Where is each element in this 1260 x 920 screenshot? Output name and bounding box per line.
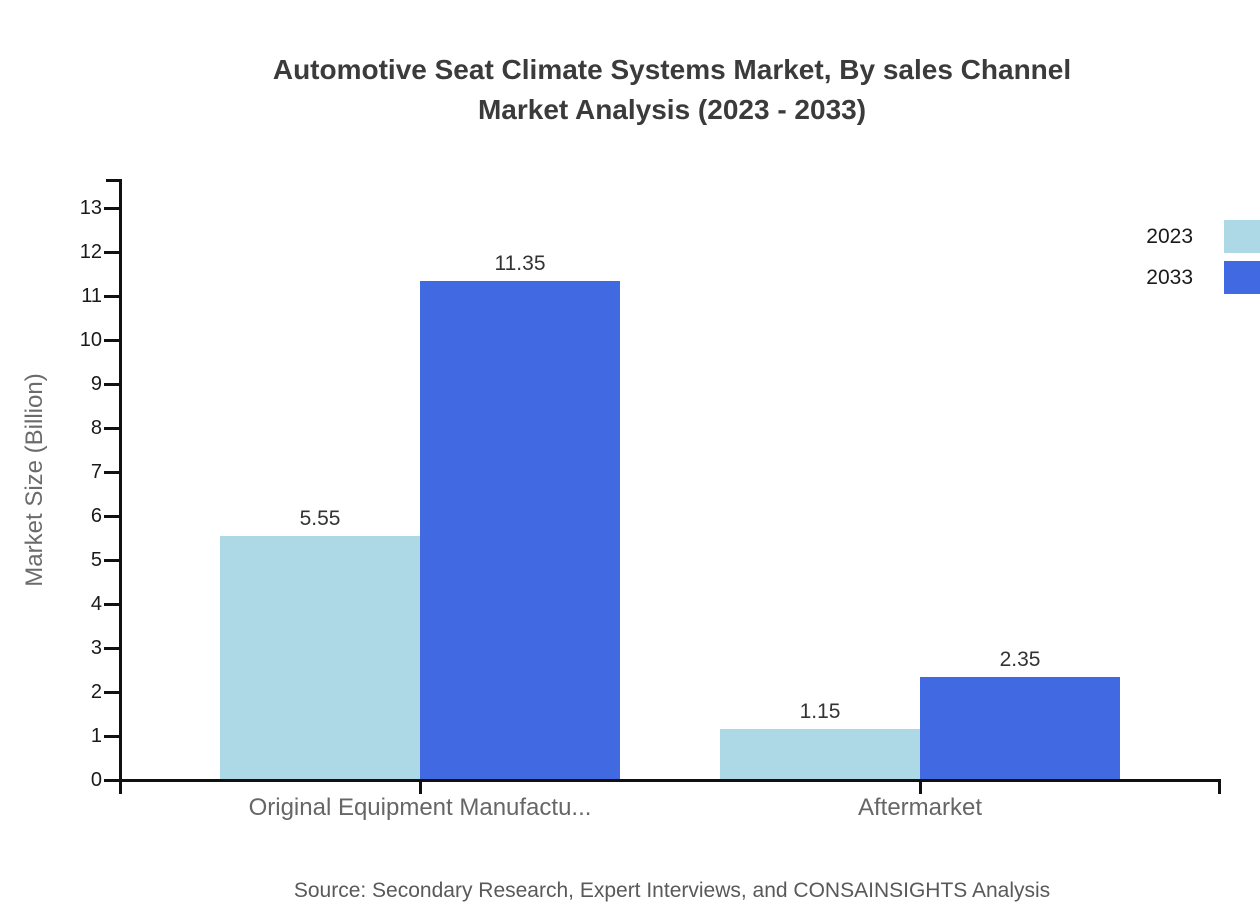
y-tick-label: 4 xyxy=(90,593,102,615)
x-axis-right-cap xyxy=(1218,779,1221,794)
y-tick-mark xyxy=(104,470,120,474)
y-tick-label: 1 xyxy=(90,725,102,747)
y-tick-mark xyxy=(104,206,120,210)
bar-value-label: 5.55 xyxy=(299,506,341,530)
x-category-label: Original Equipment Manufactu... xyxy=(248,794,592,821)
y-axis-top-cap xyxy=(106,179,122,182)
x-category-label: Aftermarket xyxy=(857,794,983,821)
chart-title: Automotive Seat Climate Systems Market, … xyxy=(120,50,1224,130)
y-tick-label: 2 xyxy=(90,681,102,703)
legend-item-2023: 2023 xyxy=(1093,220,1260,253)
y-tick-label: 11 xyxy=(81,285,102,307)
chart-title-line1: Automotive Seat Climate Systems Market, … xyxy=(272,54,1072,85)
legend: 2023 2033 xyxy=(1093,220,1260,302)
y-tick-mark xyxy=(104,690,120,694)
bar-value-label: 11.35 xyxy=(494,251,546,275)
bar-2023-2 xyxy=(720,729,920,780)
y-tick-label: 10 xyxy=(79,329,102,351)
y-tick-label: 5 xyxy=(90,549,102,571)
chart-title-line2: Market Analysis (2023 - 2033) xyxy=(477,94,867,125)
legend-label: 2023 xyxy=(1146,224,1193,248)
y-axis-line xyxy=(119,179,122,794)
y-tick-mark xyxy=(104,294,120,298)
y-tick-label: 9 xyxy=(90,373,102,395)
y-tick-mark xyxy=(104,382,120,386)
bar-2033-1 xyxy=(420,280,620,780)
legend-label: 2033 xyxy=(1146,265,1193,289)
y-tick-mark xyxy=(104,426,120,430)
y-tick-label: 12 xyxy=(79,241,102,263)
legend-swatch xyxy=(1224,261,1260,294)
source-note: Source: Secondary Research, Expert Inter… xyxy=(293,879,1051,902)
y-tick-label: 3 xyxy=(90,637,102,659)
y-tick-mark xyxy=(104,250,120,254)
legend-item-2033: 2033 xyxy=(1093,261,1260,294)
x-tick-mark xyxy=(918,780,922,794)
bar-value-label: 1.15 xyxy=(799,700,841,724)
y-tick-mark xyxy=(104,558,120,562)
x-axis-line xyxy=(104,779,1221,782)
x-tick-mark xyxy=(418,780,422,794)
y-tick-label: 0 xyxy=(90,769,102,791)
bar-value-label: 2.35 xyxy=(999,647,1041,671)
y-tick-mark xyxy=(104,646,120,650)
y-tick-label: 13 xyxy=(79,197,102,219)
y-tick-label: 8 xyxy=(90,417,102,439)
y-tick-mark xyxy=(104,734,120,738)
y-tick-label: 6 xyxy=(90,505,102,527)
bar-2033-2 xyxy=(920,676,1120,780)
y-tick-label: 7 xyxy=(90,461,102,483)
bar-2023-1 xyxy=(220,535,420,780)
legend-swatch xyxy=(1224,220,1260,253)
y-tick-mark xyxy=(104,602,120,606)
y-tick-mark xyxy=(104,514,120,518)
y-tick-mark xyxy=(104,338,120,342)
